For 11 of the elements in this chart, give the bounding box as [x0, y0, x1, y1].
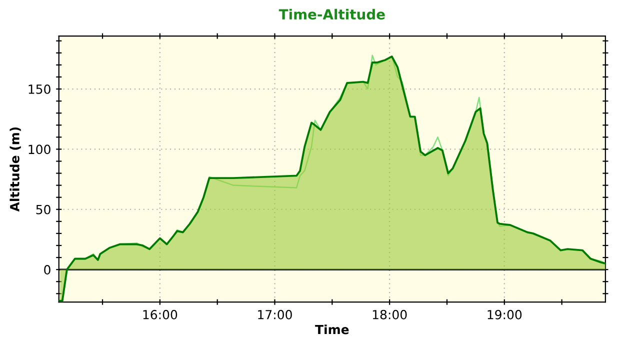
x-axis-title: Time — [315, 324, 349, 334]
x-tick-label: 18:00 — [372, 310, 407, 320]
x-tick-label: 19:00 — [488, 310, 522, 320]
x-tick-label: 17:00 — [258, 310, 292, 320]
y-tick-label: 150 — [28, 84, 50, 94]
y-tick-label: 0 — [44, 265, 50, 274]
y-tick-label: 50 — [36, 204, 50, 214]
y-axis-title: Altitude (m) — [10, 127, 21, 212]
chart-title: Time-Altitude — [278, 8, 385, 20]
y-tick-label: 100 — [28, 144, 50, 154]
x-tick-label: 16:00 — [143, 310, 178, 320]
